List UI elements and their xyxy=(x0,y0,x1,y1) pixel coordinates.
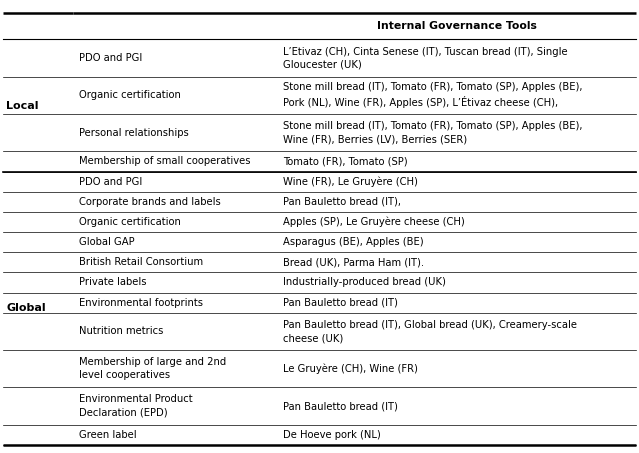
Text: Stone mill bread (IT), Tomato (FR), Tomato (SP), Apples (BE),
Wine (FR), Berries: Stone mill bread (IT), Tomato (FR), Toma… xyxy=(283,121,583,145)
Text: Pan Bauletto bread (IT),: Pan Bauletto bread (IT), xyxy=(283,197,401,207)
Text: Personal relationships: Personal relationships xyxy=(79,128,189,138)
Text: Green label: Green label xyxy=(79,430,136,440)
Text: Membership of large and 2nd
level cooperatives: Membership of large and 2nd level cooper… xyxy=(79,357,226,381)
Text: Pan Bauletto bread (IT), Global bread (UK), Creamery-scale
cheese (UK): Pan Bauletto bread (IT), Global bread (U… xyxy=(283,320,577,343)
Text: Membership of small cooperatives: Membership of small cooperatives xyxy=(79,156,250,167)
Text: PDO and PGI: PDO and PGI xyxy=(79,177,142,187)
Text: Stone mill bread (IT), Tomato (FR), Tomato (SP), Apples (BE),
Pork (NL), Wine (F: Stone mill bread (IT), Tomato (FR), Toma… xyxy=(283,82,583,108)
Text: Industrially-produced bread (UK): Industrially-produced bread (UK) xyxy=(283,278,446,288)
Text: Private labels: Private labels xyxy=(79,278,146,288)
Text: Organic certification: Organic certification xyxy=(79,91,180,101)
Text: Pan Bauletto bread (IT): Pan Bauletto bread (IT) xyxy=(283,401,398,411)
Text: Bread (UK), Parma Ham (IT).: Bread (UK), Parma Ham (IT). xyxy=(283,257,424,267)
Text: De Hoeve pork (NL): De Hoeve pork (NL) xyxy=(283,430,381,440)
Text: Tomato (FR), Tomato (SP): Tomato (FR), Tomato (SP) xyxy=(283,156,408,167)
Text: Wine (FR), Le Gruyère (CH): Wine (FR), Le Gruyère (CH) xyxy=(283,176,418,187)
Text: Environmental footprints: Environmental footprints xyxy=(79,298,203,308)
Text: Apples (SP), Le Gruyère cheese (CH): Apples (SP), Le Gruyère cheese (CH) xyxy=(283,217,465,227)
Text: British Retail Consortium: British Retail Consortium xyxy=(79,257,203,267)
Text: L’Etivaz (CH), Cinta Senese (IT), Tuscan bread (IT), Single
Gloucester (UK): L’Etivaz (CH), Cinta Senese (IT), Tuscan… xyxy=(283,47,567,70)
Text: Asparagus (BE), Apples (BE): Asparagus (BE), Apples (BE) xyxy=(283,237,424,247)
Text: Local: Local xyxy=(6,101,39,111)
Text: Global: Global xyxy=(6,303,46,313)
Text: Global GAP: Global GAP xyxy=(79,237,134,247)
Text: PDO and PGI: PDO and PGI xyxy=(79,53,142,63)
Text: Environmental Product
Declaration (EPD): Environmental Product Declaration (EPD) xyxy=(79,395,192,418)
Text: Organic certification: Organic certification xyxy=(79,217,180,227)
Text: Internal Governance Tools: Internal Governance Tools xyxy=(377,21,537,31)
Text: Le Gruyère (CH), Wine (FR): Le Gruyère (CH), Wine (FR) xyxy=(283,363,418,374)
Text: Pan Bauletto bread (IT): Pan Bauletto bread (IT) xyxy=(283,298,398,308)
Text: Nutrition metrics: Nutrition metrics xyxy=(79,327,163,337)
Text: Corporate brands and labels: Corporate brands and labels xyxy=(79,197,220,207)
